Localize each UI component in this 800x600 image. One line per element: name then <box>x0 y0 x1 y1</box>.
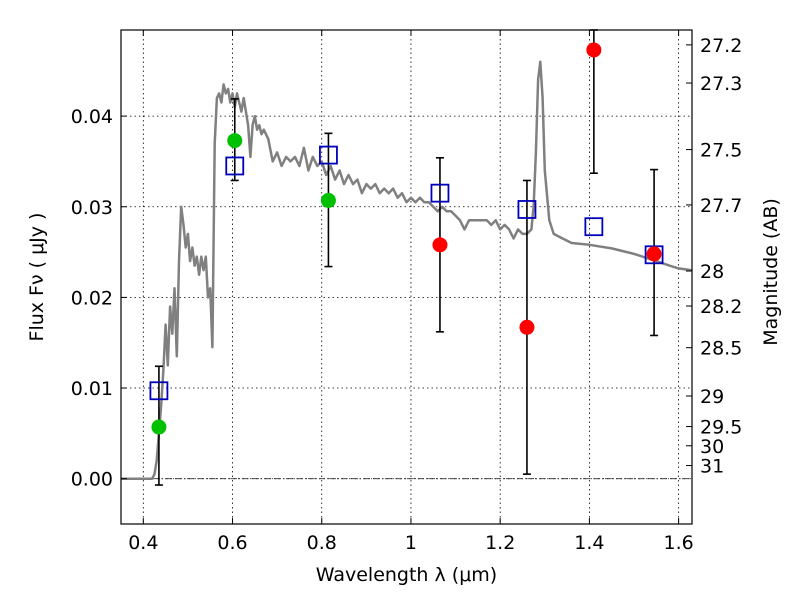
model-sed-line <box>121 60 693 480</box>
model-photometry-square <box>584 217 604 237</box>
y-tick-label: 0.02 <box>71 287 113 309</box>
observed-flux-point <box>320 192 336 208</box>
y2-tick-label: 27.2 <box>700 35 742 57</box>
marker-layer <box>149 42 664 435</box>
y2-tick-label: 28 <box>700 261 724 283</box>
y2-tick-label: 27.3 <box>700 73 742 95</box>
y2-tick-label: 28.2 <box>700 296 742 318</box>
x-tick-label: 0.6 <box>217 532 247 554</box>
x-tick-label: 0.4 <box>128 532 158 554</box>
model-photometry-square <box>225 156 245 176</box>
y2-tick-label: 29 <box>700 386 724 408</box>
model-sed-layer <box>121 60 693 480</box>
observed-flux-point <box>432 237 448 253</box>
x-tick-label: 1.4 <box>574 532 604 554</box>
observed-flux-point <box>519 319 535 335</box>
y-tick-label: 0.00 <box>71 469 113 491</box>
observed-flux-point <box>646 246 662 262</box>
x-tick-label: 1.2 <box>485 532 515 554</box>
y2-tick-label: 31 <box>700 456 724 478</box>
y2-tick-label: 30 <box>700 436 724 458</box>
y2-axis-label: Magnitude (AB) <box>760 198 782 346</box>
x-axis: 0.4 0.6 0.8 1 1.2 1.4 1.6 <box>128 30 694 554</box>
x-tick-label: 0.8 <box>307 532 337 554</box>
y-tick-label: 0.03 <box>71 197 113 219</box>
x-tick-label: 1.6 <box>664 532 694 554</box>
y-axis-label: Flux Fν ( μJy ) <box>26 213 48 342</box>
plot-frame <box>120 29 693 525</box>
observed-flux-point <box>227 133 243 149</box>
model-photometry-square <box>644 245 664 265</box>
x-axis-label: Wavelength λ (μm) <box>316 564 497 586</box>
observed-flux-point <box>151 419 167 435</box>
x-tick-label: 1 <box>405 532 417 554</box>
observed-flux-point <box>586 42 602 58</box>
y2-tick-label: 27.5 <box>700 140 742 162</box>
y2-tick-label: 27.7 <box>700 195 742 217</box>
y2-tick-label: 29.5 <box>700 417 742 439</box>
y-tick-label: 0.04 <box>71 106 113 128</box>
y-tick-label: 0.01 <box>71 378 113 400</box>
y-axis: 0.00 0.01 0.02 0.03 0.04 <box>71 106 127 491</box>
model-photometry-square <box>430 183 450 203</box>
model-photometry-square <box>149 381 169 401</box>
y2-tick-label: 28.5 <box>700 338 742 360</box>
model-photometry-square <box>319 145 338 165</box>
model-photometry-square <box>517 200 537 219</box>
